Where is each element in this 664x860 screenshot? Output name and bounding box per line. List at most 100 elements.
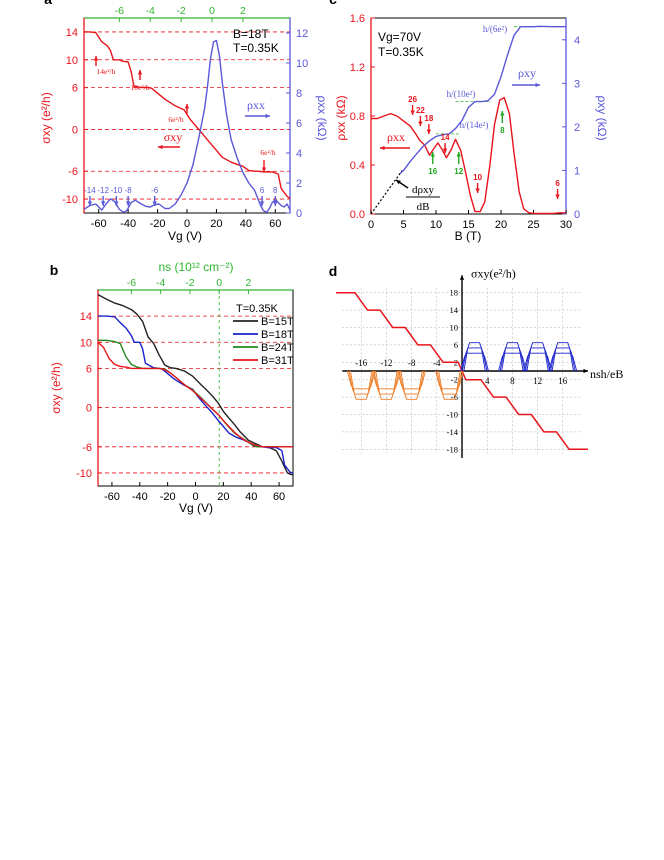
legend-label: B=15T [261,316,294,328]
peak-positive [498,352,527,372]
filling-label-red: 10 [473,173,482,182]
peak-positive [526,342,549,372]
top-axis-label-b: ns (10¹² cm⁻²) [159,260,234,274]
filling-arrow [114,201,119,206]
annotation-temp: T=0.35K [378,45,424,59]
y-tick-label-d: 18 [450,288,459,298]
filling-arrow [87,201,93,206]
series-label-rhoxy: ρxy [518,66,536,80]
y-tick-label-left: 0.0 [350,209,365,221]
filling-label: -6 [151,186,159,195]
x-tick-label-d: -16 [355,358,367,368]
filling-arrow [125,201,131,206]
filling-arrow [273,201,278,206]
x-tick-label-d: 8 [510,376,515,386]
filling-arrow [100,201,106,206]
y-tick-label-left: 14 [66,27,78,39]
peak-negative [350,370,373,400]
y-tick-label-left: 1.6 [350,13,365,25]
series-arrow-sigma [158,144,163,150]
x-tick-label-d: 4 [485,376,490,386]
y-tick-label-left: 6 [86,363,92,375]
series-label-rho: ρxx [247,98,265,112]
filling-label-red: 26 [408,95,417,104]
filling-label-red: 22 [416,106,425,115]
series-label-rhoxx: ρxx [387,130,405,144]
top-tick-label: -4 [146,5,155,17]
plateau-label: h/(6e²) [483,24,507,34]
annotation-field: B=18T [233,27,269,41]
legend-label: B=24T [261,342,294,354]
top-tick-label: 2 [246,277,252,289]
y-tick-label-left: 6 [72,83,78,95]
peak-negative [435,370,464,390]
x-axis-label-c: B (T) [455,229,482,243]
legend-label: B=18T [261,329,294,341]
top-tick-label: -6 [115,5,124,17]
y-tick-label-right: 8 [296,88,302,100]
series-arrow-rhoxy [535,82,540,88]
y-tick-label-left: -10 [62,194,78,206]
y-tick-label-right: 6 [296,118,302,130]
y-tick-label-d: -14 [447,427,459,437]
top-tick-label: 2 [240,5,246,17]
plateau-arrow [137,70,143,75]
x-tick-label: 60 [269,218,281,230]
peak-positive [551,342,574,372]
y-tick-label-right: 4 [574,35,580,47]
x-tick-label: 20 [210,218,222,230]
plateau-label: 6e²/h [168,115,183,124]
filling-arrow-green [500,111,505,116]
x-axis-label-b: Vg (V) [179,501,213,515]
x-tick-label: -60 [104,491,120,503]
y-axis-d [459,275,465,280]
peak-positive [460,352,489,372]
y-tick-label-left: 14 [80,311,92,323]
x-tick-label: 25 [527,219,539,231]
y-tick-label-left: -6 [82,442,92,454]
filling-label: -14 [84,186,96,195]
x-tick-label: -20 [150,218,166,230]
y-tick-label-d: -10 [447,410,458,420]
top-tick-label: -2 [176,5,185,17]
filling-arrow-red [426,129,432,134]
y-tick-label-d: 10 [450,323,459,333]
slope-numerator: dρxy [412,184,434,196]
x-axis-label-d: nsh/eB [590,367,623,381]
x-tick-label: 20 [495,219,507,231]
x-tick-label: 10 [430,219,442,231]
y-tick-label-right: 2 [296,178,302,190]
peak-negative [438,370,461,400]
filling-label-red: 18 [424,114,433,123]
peak-positive [548,352,578,372]
annotation-temp: T=0.35K [233,41,279,55]
filling-arrow [152,201,157,206]
peak-positive [463,342,486,372]
plateau-arrow [184,104,190,109]
x-tick-label-d: -12 [380,358,392,368]
x-tick-label: 15 [462,219,474,231]
y-tick-label-left: -6 [68,166,78,178]
series-arrow-rhoxx [380,145,385,151]
x-tick-label: -20 [160,491,176,503]
x-tick-label: 60 [273,491,285,503]
y-tick-label-left: 10 [66,55,78,67]
y-tick-label-right: 10 [296,58,308,70]
plateau-label: h/(10e²) [447,89,476,99]
series-ρxx [83,39,291,214]
y-tick-label-d: -2 [451,375,458,385]
series-label-sigma: σxy [164,130,182,144]
y-tick-label-d: -18 [447,444,458,454]
x-tick-label-d: -4 [433,358,441,368]
filling-arrow [259,201,265,206]
y-tick-label-right: 2 [574,122,580,134]
x-tick-label: -40 [120,218,136,230]
x-tick-label: 5 [400,219,406,231]
y-tick-label-left: -10 [76,468,92,480]
panel-label-d: d [329,263,338,279]
y-tick-label-right: 0 [574,209,580,221]
y-axis-label-left-c: ρxx (kΩ) [334,95,348,140]
x-tick-label-d: 12 [533,376,542,386]
filling-arrow-red [475,188,480,193]
